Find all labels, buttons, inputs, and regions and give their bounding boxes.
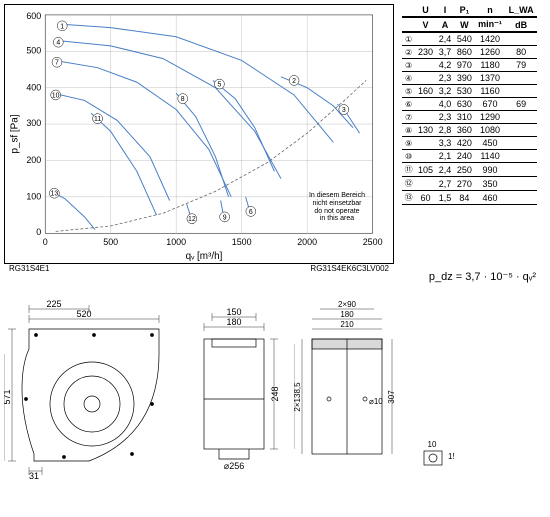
svg-text:⌀256: ⌀256 [224,461,244,471]
formula: p_dz = 3,7 · 10⁻⁵ · qᵥ² [4,270,546,283]
svg-text:12: 12 [188,216,196,223]
table-row: ⑥4,063067069 [402,98,537,111]
svg-text:8: 8 [181,96,185,103]
svg-text:6: 6 [249,209,253,216]
performance-chart: 12345678910111213 0100200 300400500 600 … [4,4,394,264]
svg-text:2500: 2500 [363,237,383,247]
svg-text:2×90: 2×90 [338,300,357,309]
table-row: ⑪1052,4250990 [402,163,537,177]
data-table: U I P₁ n L_WA V A W min⁻¹ dB [402,4,537,264]
svg-text:7: 7 [55,60,59,67]
x-axis-label: qᵥ [m³/h] [186,251,223,262]
svg-text:150: 150 [226,307,241,317]
svg-text:10: 10 [52,92,60,99]
svg-text:0: 0 [36,227,41,237]
table-row: ③4,2970118079 [402,59,537,72]
table-header-row: U I P₁ n L_WA [402,4,537,17]
table-row: ②2303,7860126080 [402,46,537,59]
svg-text:571: 571 [4,389,12,404]
svg-text:400: 400 [26,82,41,92]
svg-text:10: 10 [428,440,437,449]
table-row: ⑧1302,83601080 [402,124,537,137]
svg-text:225: 225 [46,299,61,309]
svg-text:31: 31 [29,471,39,479]
svg-text:500: 500 [26,46,41,56]
table-row: ⑦2,33101290 [402,111,537,124]
svg-text:2: 2 [292,78,296,85]
drawing-side1: 180 150 248 ⌀256 [184,299,284,479]
table-row: ⑤1603,25301160 [402,85,537,98]
svg-text:13: 13 [51,191,59,198]
svg-text:100: 100 [26,191,41,201]
model-left: RG31S4E1 [9,264,49,273]
svg-text:5: 5 [217,82,221,89]
svg-text:11: 11 [94,116,101,123]
svg-text:300: 300 [26,118,41,128]
svg-text:307: 307 [387,390,396,404]
svg-text:1: 1 [60,23,64,30]
svg-text:2×138,5: 2×138,5 [294,382,302,412]
table-row: ⑬601,584460 [402,191,537,205]
svg-text:600: 600 [26,11,41,21]
svg-text:1500: 1500 [232,237,252,247]
table-row: ⑫2,7270350 [402,177,537,191]
svg-text:200: 200 [26,155,41,165]
y-axis-label: p_sf [Pa] [9,114,20,153]
table-row: ⑩2,12401140 [402,150,537,163]
svg-text:0: 0 [43,237,48,247]
table-units-row: V A W min⁻¹ dB [402,17,537,32]
svg-text:500: 500 [103,237,118,247]
warning-text: In diesem Bereich nicht einsetzbar do no… [309,192,365,223]
svg-text:210: 210 [340,320,354,329]
svg-text:1000: 1000 [166,237,186,247]
svg-text:3: 3 [342,107,346,114]
table-row: ⑨3,3420450 [402,137,537,150]
drawing-side2: 210 180 2×90 307 2×138,5 277 ⌀10 [294,299,404,479]
chart-svg: 12345678910111213 0100200 300400500 600 … [5,5,393,263]
svg-text:2000: 2000 [297,237,317,247]
model-right: RG31S4EK6C3LV002 [310,264,389,273]
svg-text:15: 15 [448,452,454,461]
table-row: ①2,45401420 [402,32,537,46]
drawing-detail: 10 15 [414,439,454,479]
svg-text:248: 248 [270,386,280,401]
svg-text:9: 9 [223,214,227,221]
svg-text:⌀10: ⌀10 [369,397,383,406]
svg-text:4: 4 [56,40,60,47]
drawing-front: 520 225 571 336 31 [4,299,174,479]
svg-text:180: 180 [226,317,241,327]
svg-text:180: 180 [340,310,354,319]
technical-drawings: 520 225 571 336 31 180 150 [4,299,546,479]
table-row: ④2,33901370 [402,72,537,85]
svg-text:520: 520 [76,309,91,319]
